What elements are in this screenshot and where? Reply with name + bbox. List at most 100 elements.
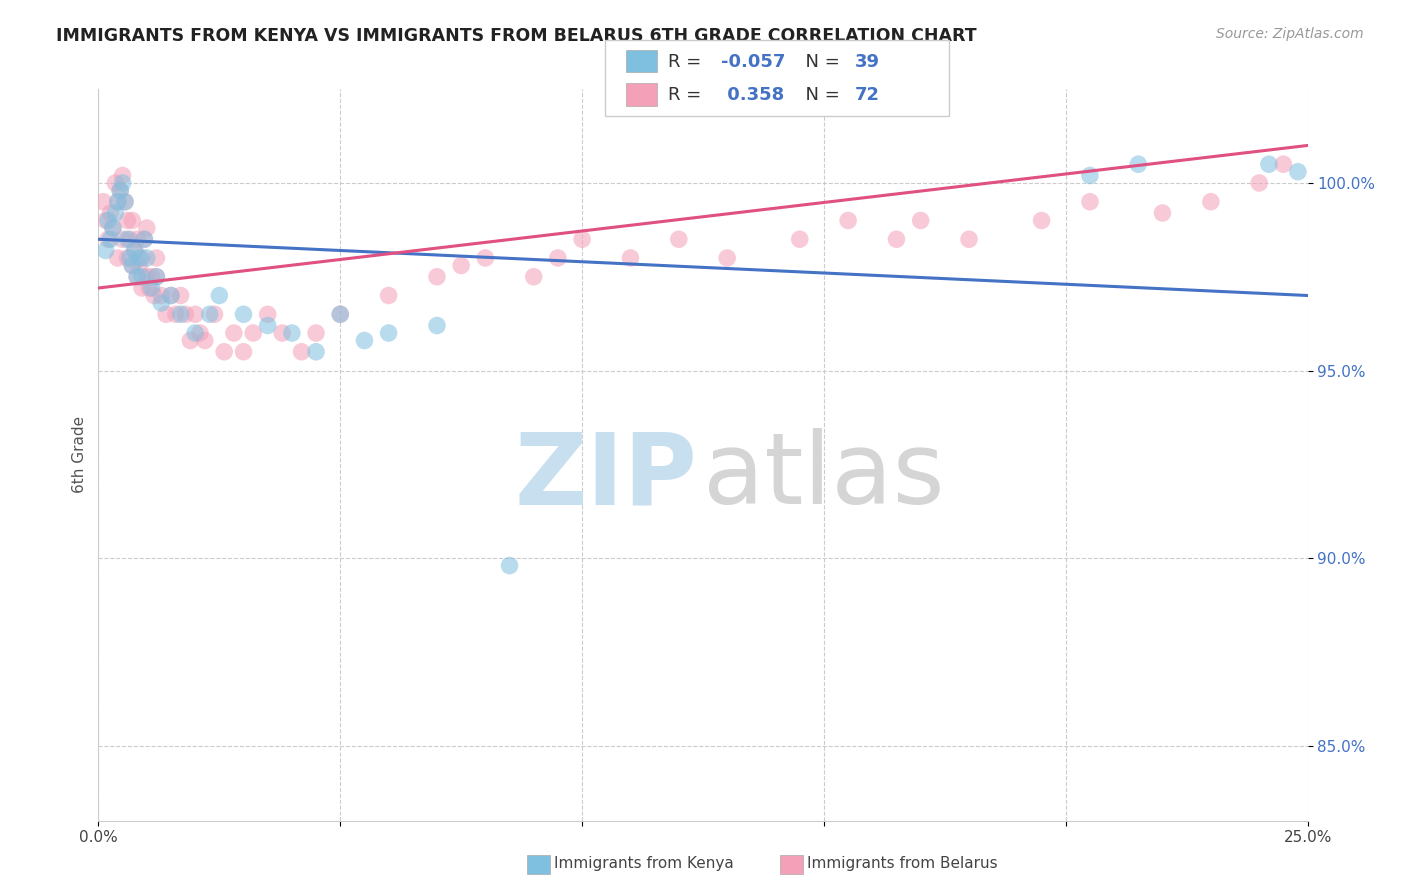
Point (108, 184, 131, 198)
Point (1031, 213, 1053, 227)
Point (353, 334, 375, 348)
Point (121, 259, 143, 273)
Point (134, 232, 156, 246)
Point (117, 213, 139, 227)
Point (111, 169, 134, 183)
Point (101, 221, 124, 235)
Text: atlas: atlas (703, 428, 945, 525)
Point (377, 326, 399, 340)
Point (329, 307, 352, 321)
Point (131, 281, 153, 295)
Point (329, 307, 352, 321)
Point (124, 244, 146, 258)
Point (837, 213, 859, 227)
Text: IMMIGRANTS FROM KENYA VS IMMIGRANTS FROM BELARUS 6TH GRADE CORRELATION CHART: IMMIGRANTS FROM KENYA VS IMMIGRANTS FROM… (56, 27, 977, 45)
Point (127, 232, 149, 246)
Point (150, 296, 173, 310)
Point (145, 269, 167, 284)
Point (426, 269, 449, 284)
Point (150, 288, 173, 302)
Point (101, 221, 124, 235)
Point (305, 326, 328, 340)
Point (222, 326, 245, 340)
Point (194, 334, 217, 348)
Point (100, 206, 122, 220)
Point (104, 206, 127, 220)
Point (121, 259, 143, 273)
Point (1286, 165, 1309, 179)
Point (256, 307, 278, 321)
Text: R =: R = (668, 53, 707, 70)
Point (169, 307, 191, 321)
Point (169, 288, 191, 302)
Point (138, 281, 160, 295)
Point (450, 259, 472, 273)
Point (94, 244, 117, 258)
Point (160, 288, 183, 302)
Point (143, 288, 166, 302)
Text: N =: N = (794, 53, 846, 70)
Point (128, 259, 150, 273)
Point (571, 232, 593, 246)
Text: ZIP: ZIP (515, 428, 697, 525)
Point (107, 194, 129, 209)
Point (208, 288, 231, 302)
Point (184, 326, 207, 340)
Point (117, 232, 139, 246)
Point (789, 232, 811, 246)
Point (124, 244, 146, 258)
Point (498, 558, 520, 573)
Text: -0.057: -0.057 (721, 53, 786, 70)
Point (107, 251, 129, 265)
Point (1128, 157, 1150, 171)
Point (107, 194, 129, 209)
Point (305, 344, 328, 359)
Point (135, 251, 157, 265)
Point (91, 194, 114, 209)
Point (121, 213, 143, 227)
Text: 72: 72 (855, 86, 880, 104)
Point (118, 251, 141, 265)
Point (114, 194, 136, 209)
Point (114, 194, 136, 209)
Point (134, 232, 156, 246)
Point (127, 269, 149, 284)
Point (1078, 169, 1101, 183)
Point (426, 318, 449, 333)
Point (232, 344, 254, 359)
Text: Immigrants from Belarus: Immigrants from Belarus (807, 856, 998, 871)
Point (141, 281, 163, 295)
Point (1152, 206, 1174, 220)
Point (256, 318, 278, 333)
Point (474, 251, 496, 265)
Point (131, 269, 153, 284)
Text: R =: R = (668, 86, 707, 104)
Point (619, 251, 641, 265)
Point (111, 232, 134, 246)
Point (886, 232, 908, 246)
Point (547, 251, 569, 265)
Point (127, 269, 149, 284)
Point (198, 307, 221, 321)
Point (184, 307, 207, 321)
Point (145, 251, 167, 265)
Point (232, 307, 254, 321)
Point (271, 326, 294, 340)
Point (957, 232, 980, 246)
Point (716, 251, 738, 265)
Point (108, 184, 131, 198)
Point (100, 232, 122, 246)
Point (242, 326, 264, 340)
Point (155, 307, 177, 321)
Text: N =: N = (794, 86, 846, 104)
Point (131, 251, 153, 265)
Point (1249, 176, 1271, 190)
Point (188, 326, 211, 340)
Point (97, 213, 120, 227)
Point (377, 288, 399, 302)
Point (668, 232, 690, 246)
Point (117, 251, 139, 265)
Text: 0.358: 0.358 (721, 86, 785, 104)
Point (910, 213, 932, 227)
Point (145, 269, 167, 284)
